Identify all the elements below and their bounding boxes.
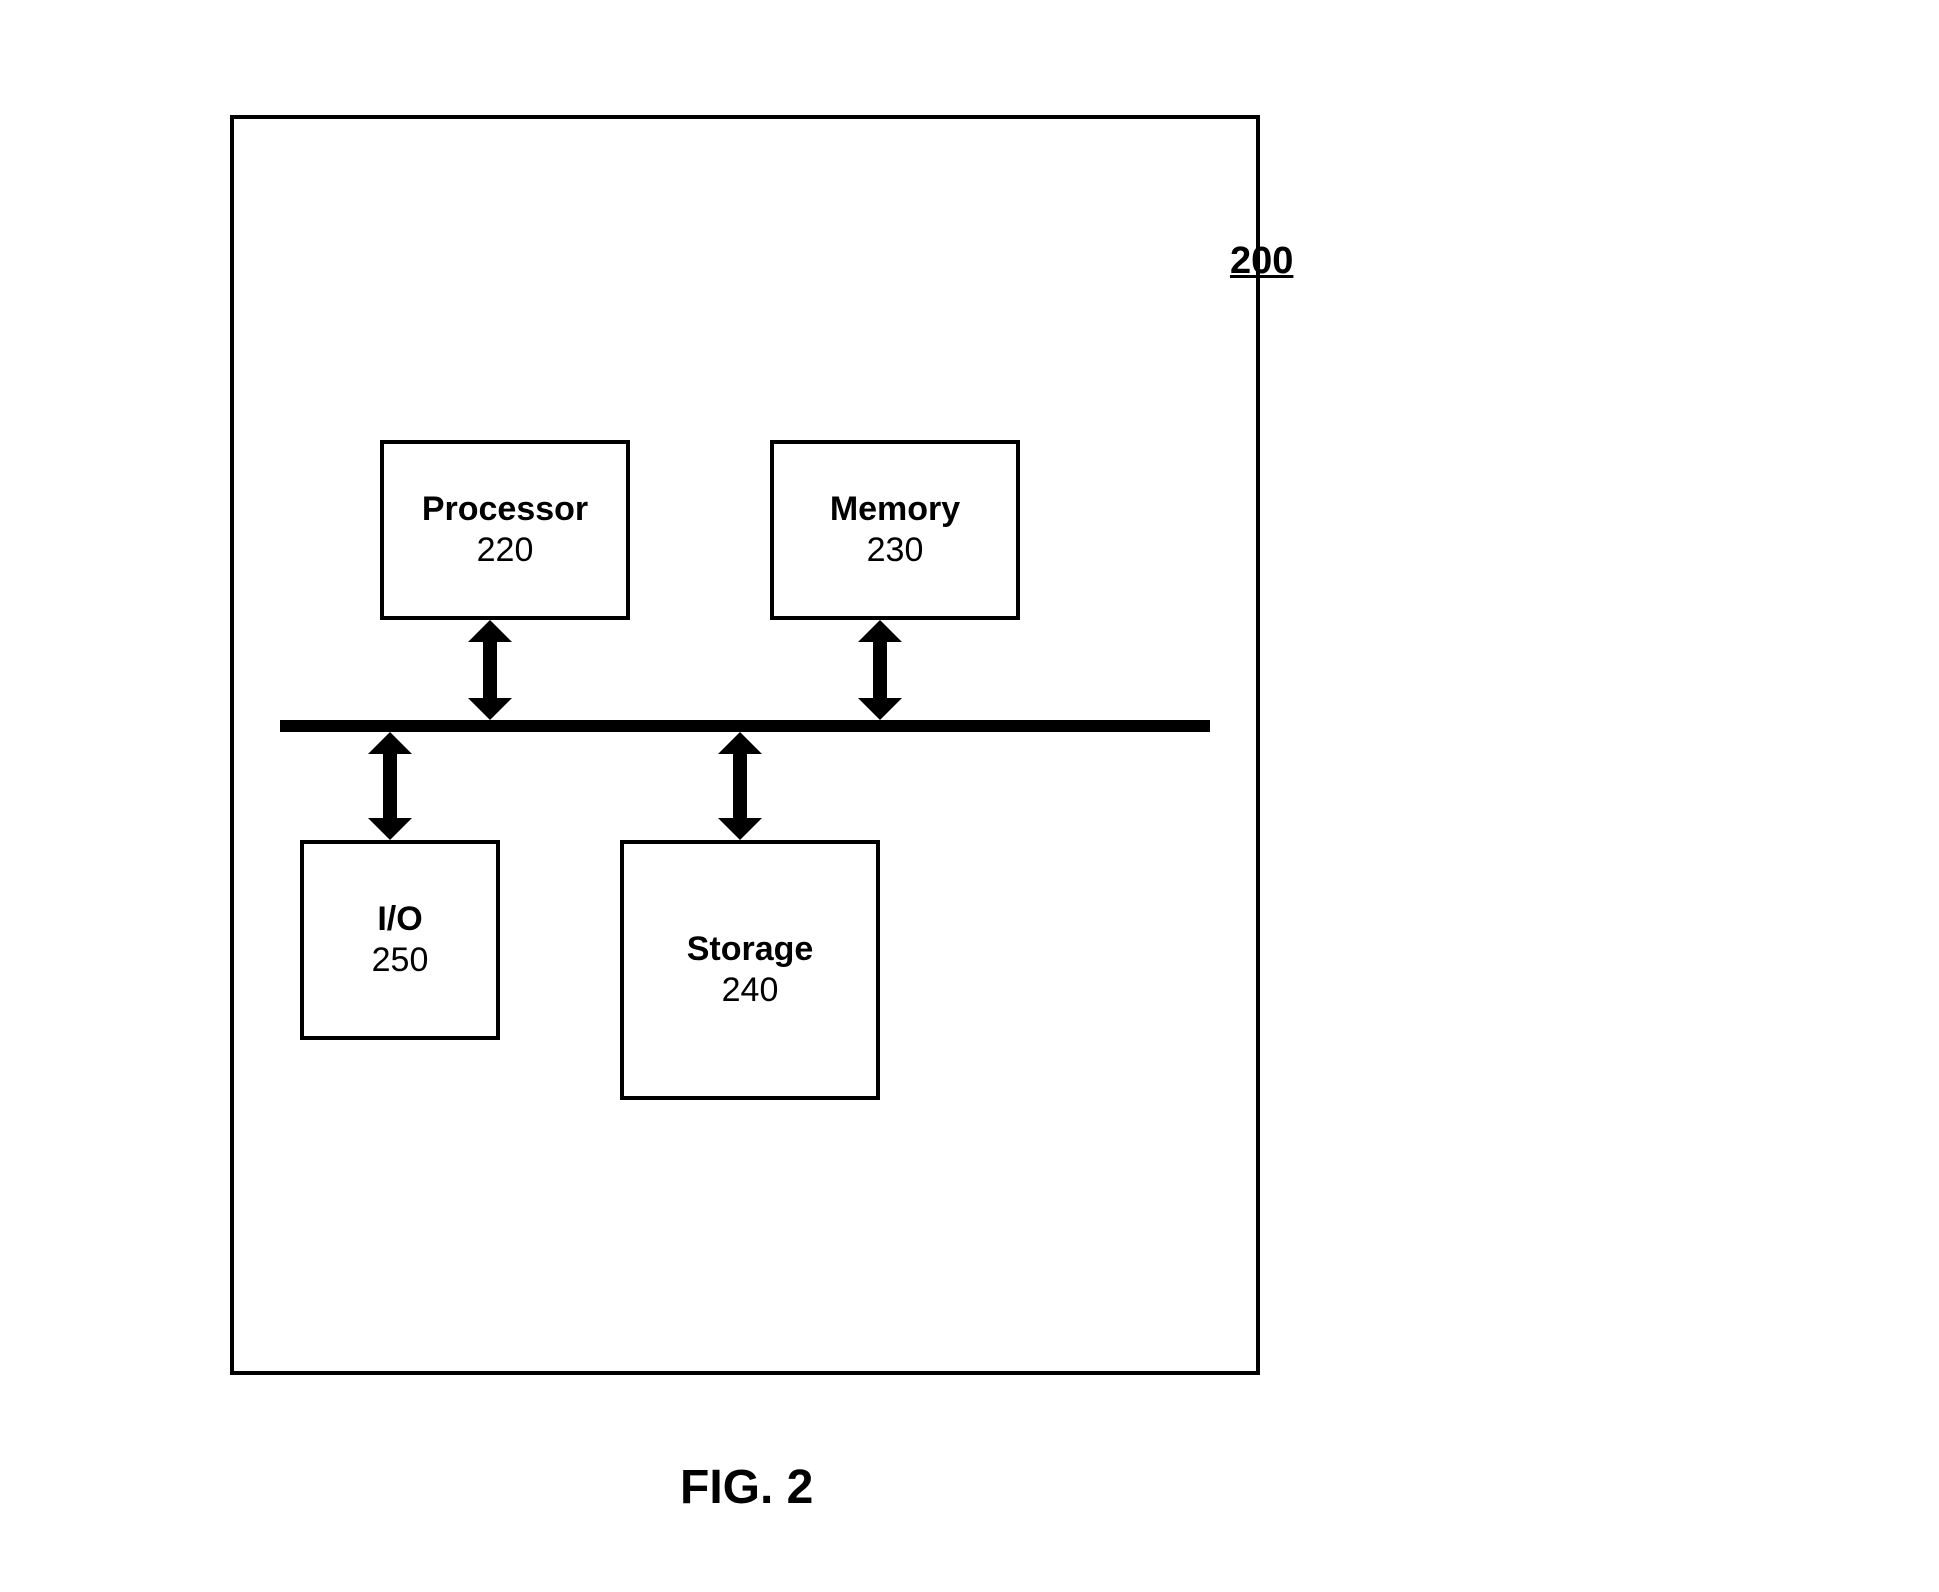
storage-bus-arrow	[713, 732, 767, 840]
system-bus	[280, 720, 1210, 732]
io-number: 250	[372, 940, 429, 981]
processor-number: 220	[477, 530, 534, 571]
memory-number: 230	[867, 530, 924, 571]
storage-box: Storage 240	[620, 840, 880, 1100]
processor-box: Processor 220	[380, 440, 630, 620]
storage-number: 240	[722, 970, 779, 1011]
processor-bus-arrow	[463, 620, 517, 720]
io-title: I/O	[377, 899, 422, 940]
io-bus-arrow	[363, 732, 417, 840]
memory-title: Memory	[830, 489, 960, 530]
memory-bus-arrow	[853, 620, 907, 720]
io-box: I/O 250	[300, 840, 500, 1040]
figure-caption: FIG. 2	[680, 1460, 813, 1515]
processor-title: Processor	[422, 489, 588, 530]
memory-box: Memory 230	[770, 440, 1020, 620]
storage-title: Storage	[687, 929, 814, 970]
